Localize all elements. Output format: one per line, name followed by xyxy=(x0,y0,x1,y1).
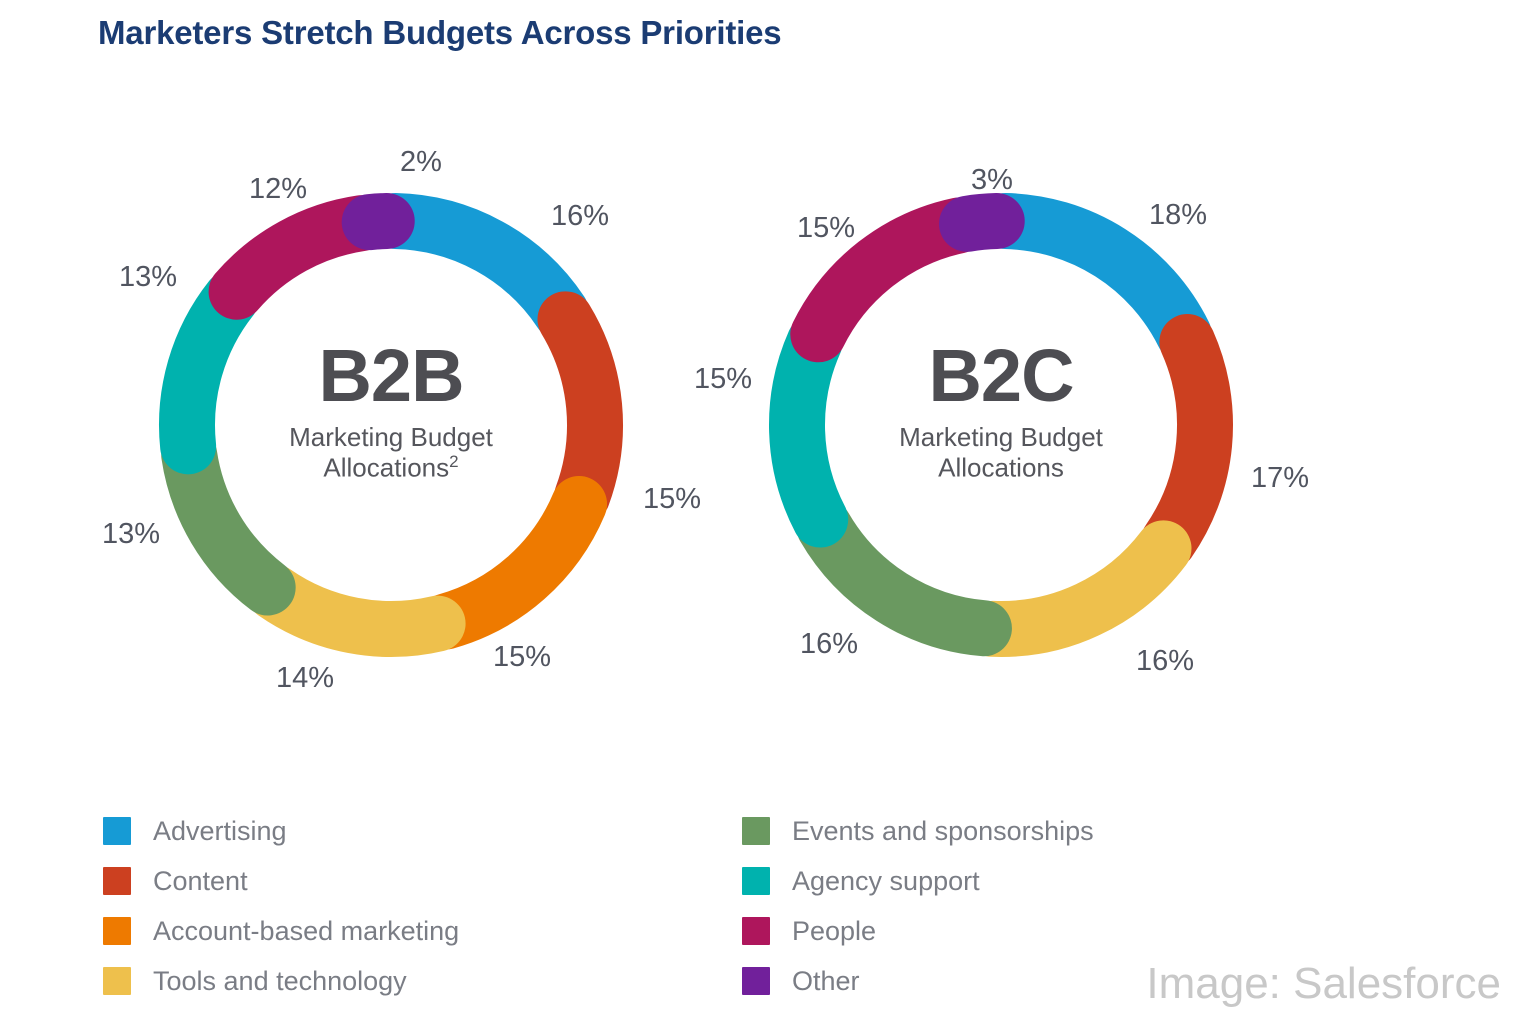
page-title: Marketers Stretch Budgets Across Priorit… xyxy=(98,14,782,51)
legend-item-advertising[interactable]: Advertising xyxy=(103,806,459,856)
percentage-label-b2b-4: 13% xyxy=(102,518,161,550)
percentage-label-b2c-1: 17% xyxy=(1251,462,1310,494)
donut-segment-events-and-sponsorships xyxy=(161,426,296,616)
legend-item-label: Events and sponsorships xyxy=(792,815,1094,846)
legend: Advertising Content Account-based marketin… xyxy=(0,806,1521,1016)
legend-item-label: Content xyxy=(153,865,248,896)
donut-segment-tools-and-technology xyxy=(964,520,1192,657)
legend-item-people[interactable]: People xyxy=(742,906,1094,956)
donut-segment-people xyxy=(208,195,390,320)
donut-segment-people xyxy=(790,197,987,363)
legend-swatch-icon xyxy=(103,917,131,945)
legend-item-label: Account-based marketing xyxy=(153,915,460,946)
donut-segment-advertising xyxy=(367,193,589,341)
donut-segment-advertising xyxy=(977,193,1212,363)
legend-swatch-icon xyxy=(103,867,131,895)
percentage-label-b2c-5: 15% xyxy=(797,212,856,244)
donut-segment-other xyxy=(938,193,1025,252)
percentage-label-b2c-6: 3% xyxy=(971,164,1013,196)
watermark: Image: Salesforce xyxy=(1146,959,1501,1008)
legend-item-tools-and-technology[interactable]: Tools and technology xyxy=(103,956,459,1006)
donut-segment-account-based-marketing xyxy=(417,476,608,650)
percentage-label-b2b-0: 16% xyxy=(551,200,610,232)
percentage-label-b2b-2: 15% xyxy=(493,641,552,673)
legend-item-label: Advertising xyxy=(153,815,287,846)
legend-item-account-based-marketing[interactable]: Account-based marketing xyxy=(103,906,459,956)
legend-swatch-icon xyxy=(742,867,770,895)
donut-charts-area: B2B Marketing Budget Allocations2 B2C Ma… xyxy=(102,146,1310,694)
donut-b2b-svg xyxy=(159,193,623,657)
donut-segment-agency-support xyxy=(159,270,260,475)
legend-item-label: Other xyxy=(792,965,860,996)
legend-item-label: Tools and technology xyxy=(153,965,407,996)
percentage-label-b2c-2: 16% xyxy=(1136,645,1195,677)
legend-item-label: Agency support xyxy=(792,865,980,896)
percentage-label-b2c-3: 16% xyxy=(800,628,859,660)
legend-item-content[interactable]: Content xyxy=(103,856,459,906)
legend-column-right: Events and sponsorships Agency support Peo… xyxy=(742,806,1094,1006)
percentage-label-b2b-7: 2% xyxy=(400,146,442,178)
donut-segment-agency-support xyxy=(769,314,849,548)
legend-swatch-icon xyxy=(103,967,131,995)
donut-segment-content xyxy=(1140,314,1233,570)
percentage-label-b2b-1: 15% xyxy=(643,483,702,515)
percentage-label-b2b-6: 12% xyxy=(249,173,308,205)
donut-segment-other xyxy=(341,193,415,251)
legend-swatch-icon xyxy=(742,917,770,945)
percentage-label-b2c-0: 18% xyxy=(1149,199,1208,231)
donut-b2c-svg xyxy=(769,193,1233,657)
legend-swatch-icon xyxy=(742,817,770,845)
legend-swatch-icon xyxy=(742,967,770,995)
percentage-label-b2b-3: 14% xyxy=(276,662,335,694)
donut-segment-tools-and-technology xyxy=(246,564,466,657)
legend-item-label: People xyxy=(792,915,877,946)
legend-item-agency-support[interactable]: Agency support xyxy=(742,856,1094,906)
percentage-label-b2c-4: 15% xyxy=(694,363,753,395)
legend-swatch-icon xyxy=(103,817,131,845)
donut-segment-events-and-sponsorships xyxy=(796,499,1012,657)
percentage-label-b2b-5: 13% xyxy=(119,261,178,293)
legend-item-events-and-sponsorships[interactable]: Events and sponsorships xyxy=(742,806,1094,856)
donut-segment-content xyxy=(537,291,623,525)
legend-item-other[interactable]: Other xyxy=(742,956,1094,1006)
legend-column-left: Advertising Content Account-based marketin… xyxy=(103,806,459,1006)
